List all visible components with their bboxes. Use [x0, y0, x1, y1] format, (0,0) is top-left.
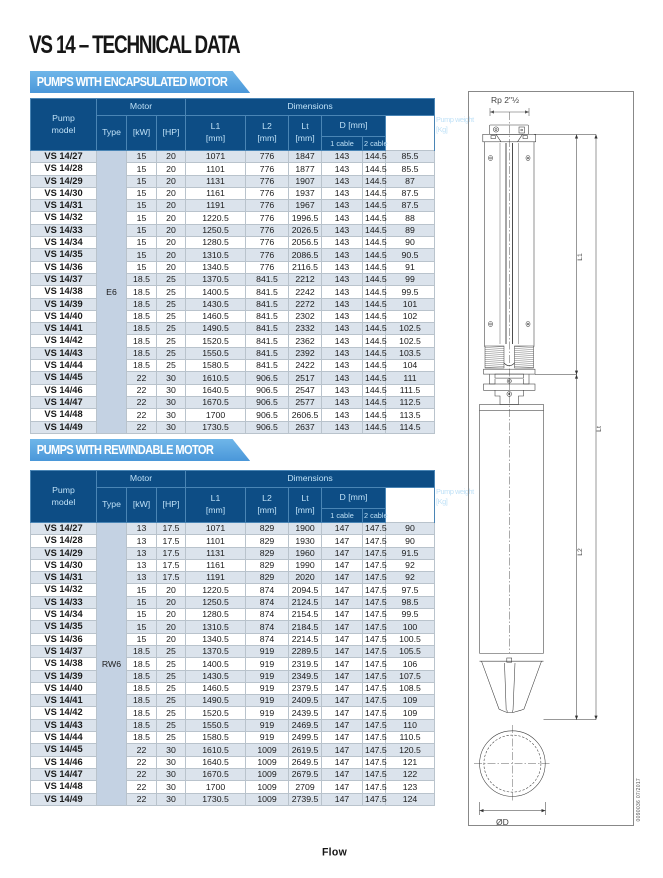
svg-text:L2: L2 [577, 548, 584, 556]
svg-text:Rp 2"½: Rp 2"½ [491, 95, 519, 105]
svg-text:L1: L1 [577, 253, 584, 261]
svg-text:ØD: ØD [496, 817, 509, 827]
svg-text:Lt: Lt [596, 426, 603, 432]
